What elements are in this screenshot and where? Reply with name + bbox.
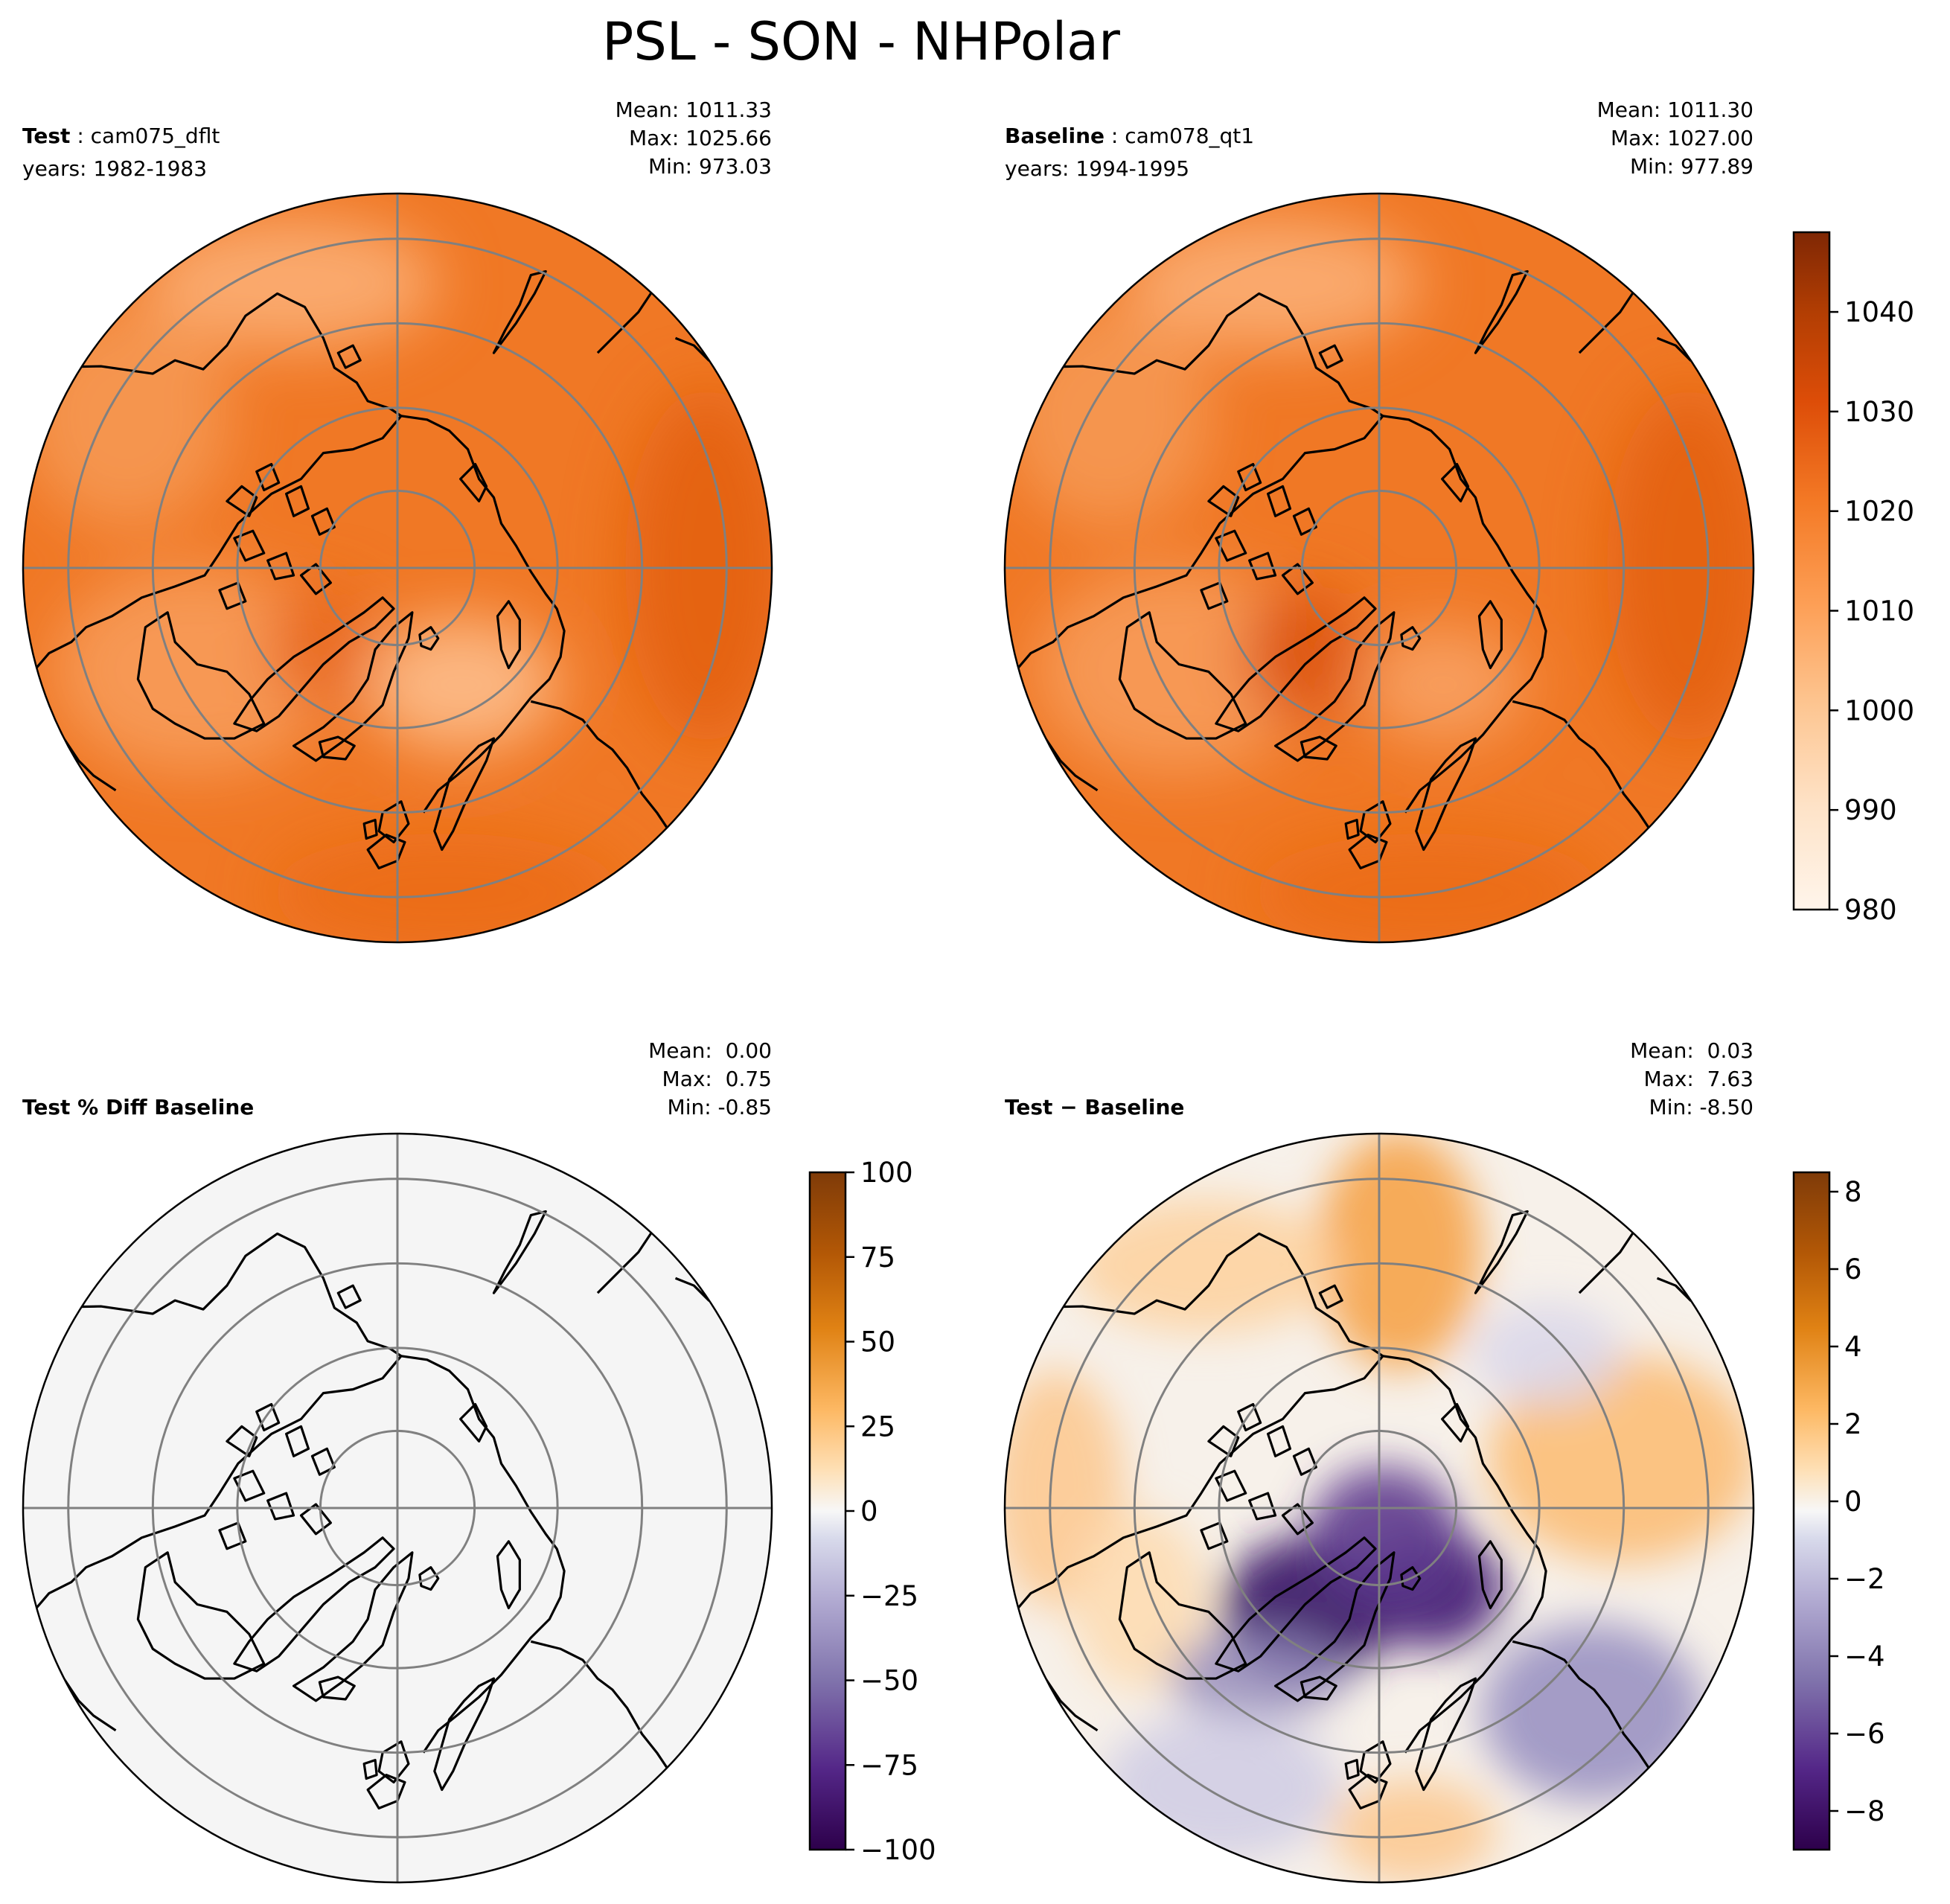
colorbar-diff-tick-label: 4 [1844,1331,1862,1363]
panel-diff-field-blobs [1005,1134,1754,1882]
colorbar-pct-diff-tick-label: −100 [860,1834,936,1866]
colorbar-diff-tick-label: 0 [1844,1486,1862,1518]
colorbar-pct-diff-tick-label: 25 [860,1411,895,1443]
anomaly-central-asia [1489,1355,1754,1563]
colorbar-psl-tick-label: 1040 [1844,296,1914,328]
panel-pct-diff-stat-max: Max: 0.75 [662,1067,772,1091]
panel-pct-diff: Test % Diff Baseline Mean: 0.00 Max: 0.7… [22,1038,773,1884]
colorbar-pct-diff: −100 −75 −50 −25 0 25 50 75 100 [808,1157,936,1866]
panel-diff-label: Test − Baseline [1005,1095,1184,1119]
colorbar-diff-tick-label: −8 [1844,1795,1885,1827]
panel-test-stat-mean: Mean: 1011.33 [616,98,772,122]
panel-test-years: years: 1982-1983 [22,156,207,181]
colorbar-diff-tick-label: 6 [1844,1253,1862,1285]
colorbar-psl-tick-label: 1000 [1844,694,1914,726]
panel-baseline-separator: : [1105,124,1125,148]
panel-pct-diff-map-border [22,1132,773,1884]
colorbar-diff-tick-label: −6 [1844,1718,1885,1750]
panel-pct-diff-map [23,1134,772,1882]
panel-baseline: Baseline : cam078_qt1 years: 1994-1995 M… [1003,98,1755,944]
colorbar-pct-diff-tick-label: −25 [860,1580,918,1612]
panel-pct-diff-stat-mean: Mean: 0.00 [648,1038,772,1063]
anomaly-siberia-yamal [1481,1623,1704,1801]
colorbar-psl-tick-label: 1010 [1844,595,1914,627]
panel-diff: Test − Baseline Mean: 0.03 Max: 7.63 Min… [1003,1038,1755,1884]
colorbar-psl: 980 990 1000 1010 1020 1030 1040 [1792,231,1914,926]
colorbar-diff-tick-label: −2 [1844,1563,1885,1595]
anomaly-east-siberia [1317,1134,1481,1370]
colorbar-pct-diff-tick-label: 50 [860,1326,895,1358]
colorbar-pct-diff-tick-label: 75 [860,1242,895,1274]
colorbar-pct-diff-tick-label: −50 [860,1665,918,1697]
panel-baseline-stat-mean: Mean: 1011.30 [1597,98,1754,122]
anomaly-scandinavia [1102,1712,1340,1861]
panel-baseline-map-border [1003,192,1755,944]
colorbar-psl-tick-label: 990 [1844,794,1897,826]
panel-baseline-label: Baseline [1005,124,1105,148]
colorbar-pct-diff-tick-label: 0 [860,1495,878,1527]
panel-diff-stat-min: Min: -8.50 [1649,1095,1754,1119]
colorbar-psl-tick-label: 1020 [1844,496,1914,528]
figure-title: PSL - SON - NHPolar [602,11,1120,72]
panel-test-case: cam075_dflt [91,124,220,148]
colorbar-psl-tick-label: 980 [1844,894,1897,926]
panel-baseline-case: cam078_qt1 [1125,124,1254,148]
panel-baseline-years: years: 1994-1995 [1005,156,1189,181]
colorbar-psl-bar [1792,231,1831,911]
colorbar-diff-tick-label: 2 [1844,1408,1862,1440]
panel-baseline-stat-min: Min: 977.89 [1630,154,1754,179]
panel-baseline-heading: Baseline : cam078_qt1 [1005,124,1254,148]
panel-test-stat-max: Max: 1025.66 [629,126,772,150]
colorbar-diff: −8 −6 −4 −2 0 2 4 6 8 [1792,1171,1885,1851]
panel-test-label: Test [22,124,70,148]
panel-test-heading: Test : cam075_dflt [22,124,220,148]
panel-test-stat-min: Min: 973.03 [648,154,772,179]
panel-test-map-border [22,192,773,944]
panel-test-map [23,194,772,942]
panel-baseline-stat-max: Max: 1027.00 [1611,126,1754,150]
colorbar-diff-tick-label: 8 [1844,1176,1862,1208]
panel-diff-stat-max: Max: 7.63 [1644,1067,1754,1091]
colorbar-diff-tick-label: −4 [1844,1641,1885,1673]
panel-test: Test : cam075_dflt years: 1982-1983 Mean… [22,98,773,944]
panel-diff-map-border [1003,1132,1755,1884]
colorbar-pct-diff-tick-label: −75 [860,1749,918,1781]
colorbar-pct-diff-tick-label: 100 [860,1157,913,1189]
panel-pct-diff-label: Test % Diff Baseline [22,1095,254,1119]
colorbar-psl-tick-label: 1030 [1844,396,1914,428]
panel-diff-map [1005,1134,1754,1882]
colorbar-diff-bar [1792,1171,1831,1851]
panel-pct-diff-stat-min: Min: -0.85 [668,1095,772,1119]
panel-test-separator: : [70,124,90,148]
panel-diff-stat-mean: Mean: 0.03 [1630,1038,1754,1063]
panel-baseline-map [1005,194,1754,942]
colorbar-pct-diff-bar [808,1171,847,1851]
